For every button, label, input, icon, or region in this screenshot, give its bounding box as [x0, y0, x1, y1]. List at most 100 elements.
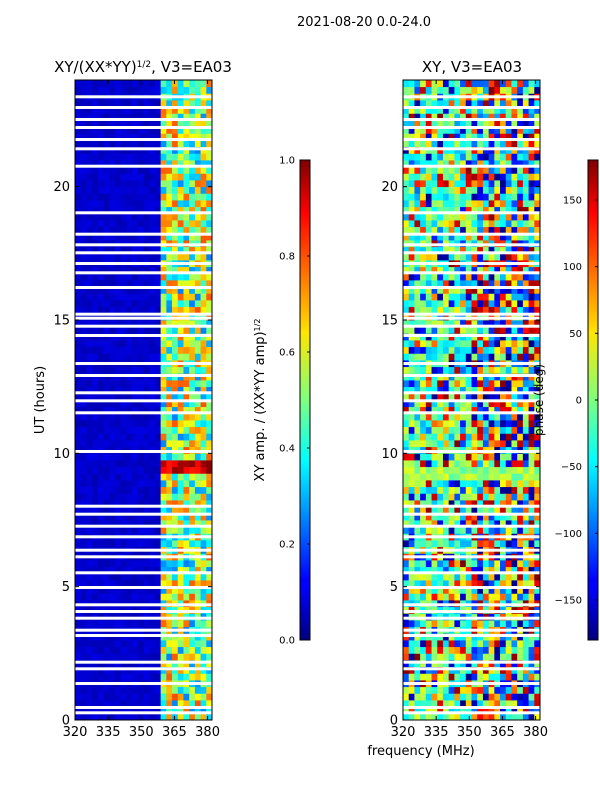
heatmap-cell [177, 300, 184, 308]
heatmap-cell [522, 133, 529, 141]
heatmap-cell [103, 506, 110, 514]
heatmap-cell [137, 580, 144, 588]
heatmap-cell [420, 233, 427, 241]
heatmap-cell [143, 500, 150, 508]
heatmap-cell [425, 406, 432, 414]
heatmap-cell [166, 593, 173, 601]
heatmap-cell [511, 366, 518, 374]
heatmap-cell [431, 306, 438, 314]
heatmap-cell [408, 193, 415, 201]
heatmap-cell [132, 280, 139, 288]
heatmap-cell [517, 233, 524, 241]
heatmap-cell [143, 200, 150, 208]
heatmap-cell [414, 586, 421, 594]
heatmap-cell [420, 393, 427, 401]
heatmap-cell [488, 320, 495, 328]
heatmap-cell [154, 580, 162, 588]
heatmap-cell [172, 86, 179, 94]
heatmap-cell [166, 586, 173, 594]
heatmap-cell [206, 466, 212, 474]
heatmap-cell [194, 306, 201, 314]
heatmap-cell [143, 420, 150, 428]
heatmap-cell [177, 420, 184, 428]
heatmap-cell [442, 406, 450, 414]
heatmap-cell [488, 246, 495, 254]
heatmap-cell [482, 706, 490, 714]
heatmap-cell [505, 133, 512, 141]
heatmap-cell [403, 393, 410, 401]
heatmap-cell [442, 466, 450, 474]
heatmap-cell [494, 153, 501, 161]
data-gap-stripe [403, 616, 540, 620]
heatmap-cell [92, 180, 99, 188]
heatmap-cell [442, 453, 450, 461]
data-gap-stripe [75, 286, 212, 289]
heatmap-cell [528, 473, 535, 481]
heatmap-cell [206, 220, 212, 228]
heatmap-cell [408, 513, 415, 521]
heatmap-cell [408, 640, 415, 648]
heatmap-cell [137, 493, 144, 501]
heatmap-cell [103, 520, 110, 528]
heatmap-cell [154, 120, 162, 128]
heatmap-cell [154, 620, 162, 628]
heatmap-cell [183, 480, 190, 488]
heatmap-cell [522, 326, 529, 334]
heatmap-cell [482, 713, 490, 720]
heatmap-cell [517, 566, 524, 574]
heatmap-cell [172, 420, 179, 428]
heatmap-cell [177, 220, 184, 228]
heatmap-cell [172, 653, 179, 661]
heatmap-cell [408, 713, 415, 720]
heatmap-cell [471, 353, 478, 361]
heatmap-cell [109, 686, 116, 694]
heatmap-cell [414, 706, 421, 714]
heatmap-cell [477, 133, 484, 141]
heatmap-cell [97, 506, 104, 514]
heatmap-cell [109, 273, 116, 281]
heatmap-cell [414, 193, 421, 201]
heatmap-cell [114, 326, 122, 334]
heatmap-cell [500, 166, 507, 174]
heatmap-cell [166, 246, 173, 254]
heatmap-cell [505, 326, 512, 334]
heatmap-cell [126, 513, 133, 521]
heatmap-cell [500, 693, 507, 701]
heatmap-cell [460, 233, 467, 241]
heatmap-cell [177, 293, 184, 301]
data-gap-stripe [75, 211, 212, 215]
heatmap-cell [460, 246, 467, 254]
heatmap-cell [75, 186, 82, 194]
heatmap-cell [75, 513, 82, 521]
heatmap-cell [137, 480, 144, 488]
heatmap-cell [194, 526, 201, 534]
heatmap-cell [200, 700, 207, 708]
heatmap-cell [120, 246, 127, 254]
heatmap-cell [120, 80, 127, 88]
heatmap-cell [149, 393, 156, 401]
heatmap-cell [143, 400, 150, 408]
heatmap-cell [114, 166, 122, 174]
heatmap-cell [166, 526, 173, 534]
heatmap-cell [177, 700, 184, 708]
heatmap-cell [114, 540, 122, 548]
heatmap-cell [522, 706, 529, 714]
heatmap-cell [114, 340, 122, 348]
heatmap-cell [86, 573, 93, 581]
heatmap-cell [143, 286, 150, 294]
heatmap-cell [431, 100, 438, 108]
heatmap-cell [114, 273, 122, 281]
heatmap-cell [414, 206, 421, 214]
heatmap-cell [528, 586, 535, 594]
heatmap-cell [143, 253, 150, 261]
heatmap-cell [465, 253, 472, 261]
heatmap-cell [488, 133, 495, 141]
heatmap-cell [132, 273, 139, 281]
heatmap-cell [200, 120, 207, 128]
heatmap-cell [528, 346, 535, 354]
heatmap-cell [505, 193, 512, 201]
heatmap-cell [414, 160, 421, 168]
heatmap-cell [482, 646, 490, 654]
heatmap-cell [465, 420, 472, 428]
heatmap-cell [75, 526, 82, 534]
